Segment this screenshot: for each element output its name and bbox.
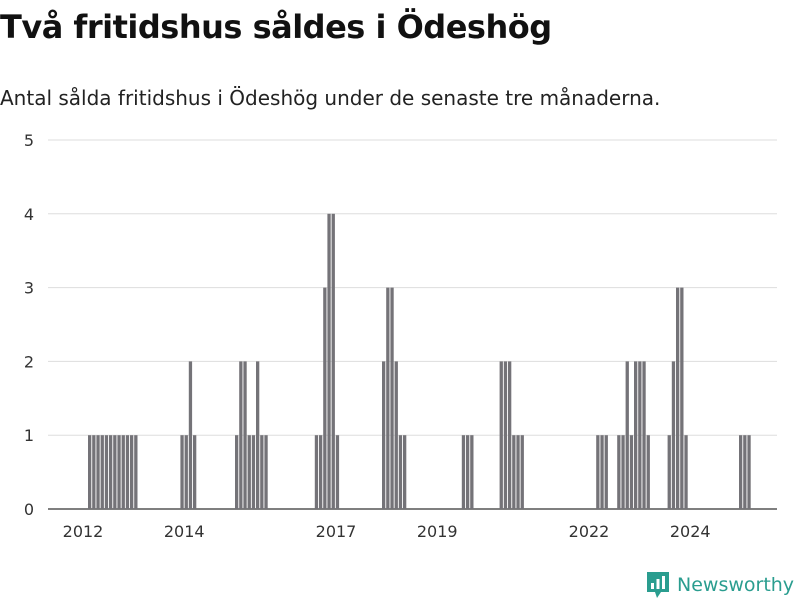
- x-tick-label: 2014: [164, 522, 205, 541]
- bar: [646, 435, 650, 509]
- bar: [398, 435, 403, 509]
- bar: [314, 435, 319, 509]
- bar: [239, 361, 243, 509]
- y-tick-label: 3: [24, 279, 34, 298]
- bar: [260, 435, 264, 509]
- x-axis-ticks: 2012 2014 2017 2019 2022 2024: [63, 522, 711, 541]
- bar: [470, 435, 474, 509]
- bar-chart: 0 1 2 3 4 5 2012 2014 2017 2019 2022 2024 2: [24, 131, 777, 541]
- x-tick-label: 2017: [316, 522, 357, 541]
- bar: [671, 361, 676, 509]
- bar: [390, 287, 394, 509]
- bar: [180, 435, 184, 509]
- bar: [251, 435, 256, 509]
- bar: [117, 435, 121, 509]
- bar: [264, 435, 268, 509]
- bar: [604, 435, 608, 509]
- bar: [386, 287, 390, 509]
- bar: [621, 435, 625, 509]
- bar: [134, 435, 138, 509]
- bar: [600, 435, 604, 509]
- bar: [188, 361, 193, 509]
- x-tick-label: 2022: [569, 522, 610, 541]
- bar: [625, 361, 629, 509]
- bar: [327, 213, 331, 510]
- bar: [638, 361, 642, 509]
- bar: [596, 435, 600, 509]
- x-tick-label: 2019: [417, 522, 458, 541]
- bar: [121, 435, 125, 509]
- bar: [100, 435, 104, 509]
- bar: [667, 435, 671, 509]
- bar: [88, 435, 92, 509]
- bar: [499, 361, 503, 509]
- bar: [676, 287, 680, 509]
- brand-name: Newsworthy: [677, 574, 795, 596]
- bar: [634, 361, 638, 509]
- bar: [104, 435, 109, 509]
- chart-subtitle: Antal sålda fritidshus i Ödeshög under d…: [0, 86, 661, 110]
- y-tick-label: 1: [24, 426, 34, 445]
- y-tick-label: 2: [24, 352, 34, 371]
- bar: [184, 435, 188, 509]
- bar: [739, 435, 743, 509]
- bar: [680, 287, 684, 509]
- chart-title: Två fritidshus såldes i Ödeshög: [0, 8, 552, 46]
- bar: [109, 435, 113, 509]
- bar: [394, 361, 398, 509]
- bar: [243, 361, 247, 509]
- bar: [323, 287, 327, 509]
- bar: [331, 213, 335, 510]
- bar: [125, 435, 130, 509]
- bar: [382, 361, 386, 509]
- x-tick-label: 2012: [63, 522, 104, 541]
- y-tick-label: 5: [24, 131, 34, 150]
- newsworthy-logo-icon: [647, 572, 669, 598]
- bar: [113, 435, 117, 509]
- bar: [629, 435, 634, 509]
- bar: [743, 435, 747, 509]
- bar: [235, 435, 239, 509]
- bar: [684, 435, 688, 509]
- bar: [747, 435, 751, 509]
- bar: [461, 435, 466, 509]
- bar: [130, 435, 134, 509]
- bar: [520, 435, 524, 509]
- x-tick-label: 2024: [670, 522, 711, 541]
- bar: [617, 435, 621, 509]
- bar: [193, 435, 197, 509]
- brand-logo: Newsworthy: [645, 570, 794, 600]
- bar: [503, 361, 508, 509]
- bar: [642, 361, 646, 509]
- bar: [92, 435, 96, 509]
- y-tick-label: 0: [24, 500, 34, 519]
- bar: [247, 435, 251, 509]
- gridlines: [48, 139, 777, 510]
- bars: [88, 213, 751, 510]
- bar: [319, 435, 323, 509]
- bar: [256, 361, 260, 509]
- bar: [516, 435, 520, 509]
- bar: [403, 435, 407, 509]
- y-tick-label: 4: [24, 205, 34, 224]
- bar: [466, 435, 470, 509]
- bar: [508, 361, 512, 509]
- bar: [96, 435, 100, 509]
- bar: [512, 435, 516, 509]
- bar: [335, 435, 340, 509]
- y-axis-ticks: 0 1 2 3 4 5: [24, 131, 34, 519]
